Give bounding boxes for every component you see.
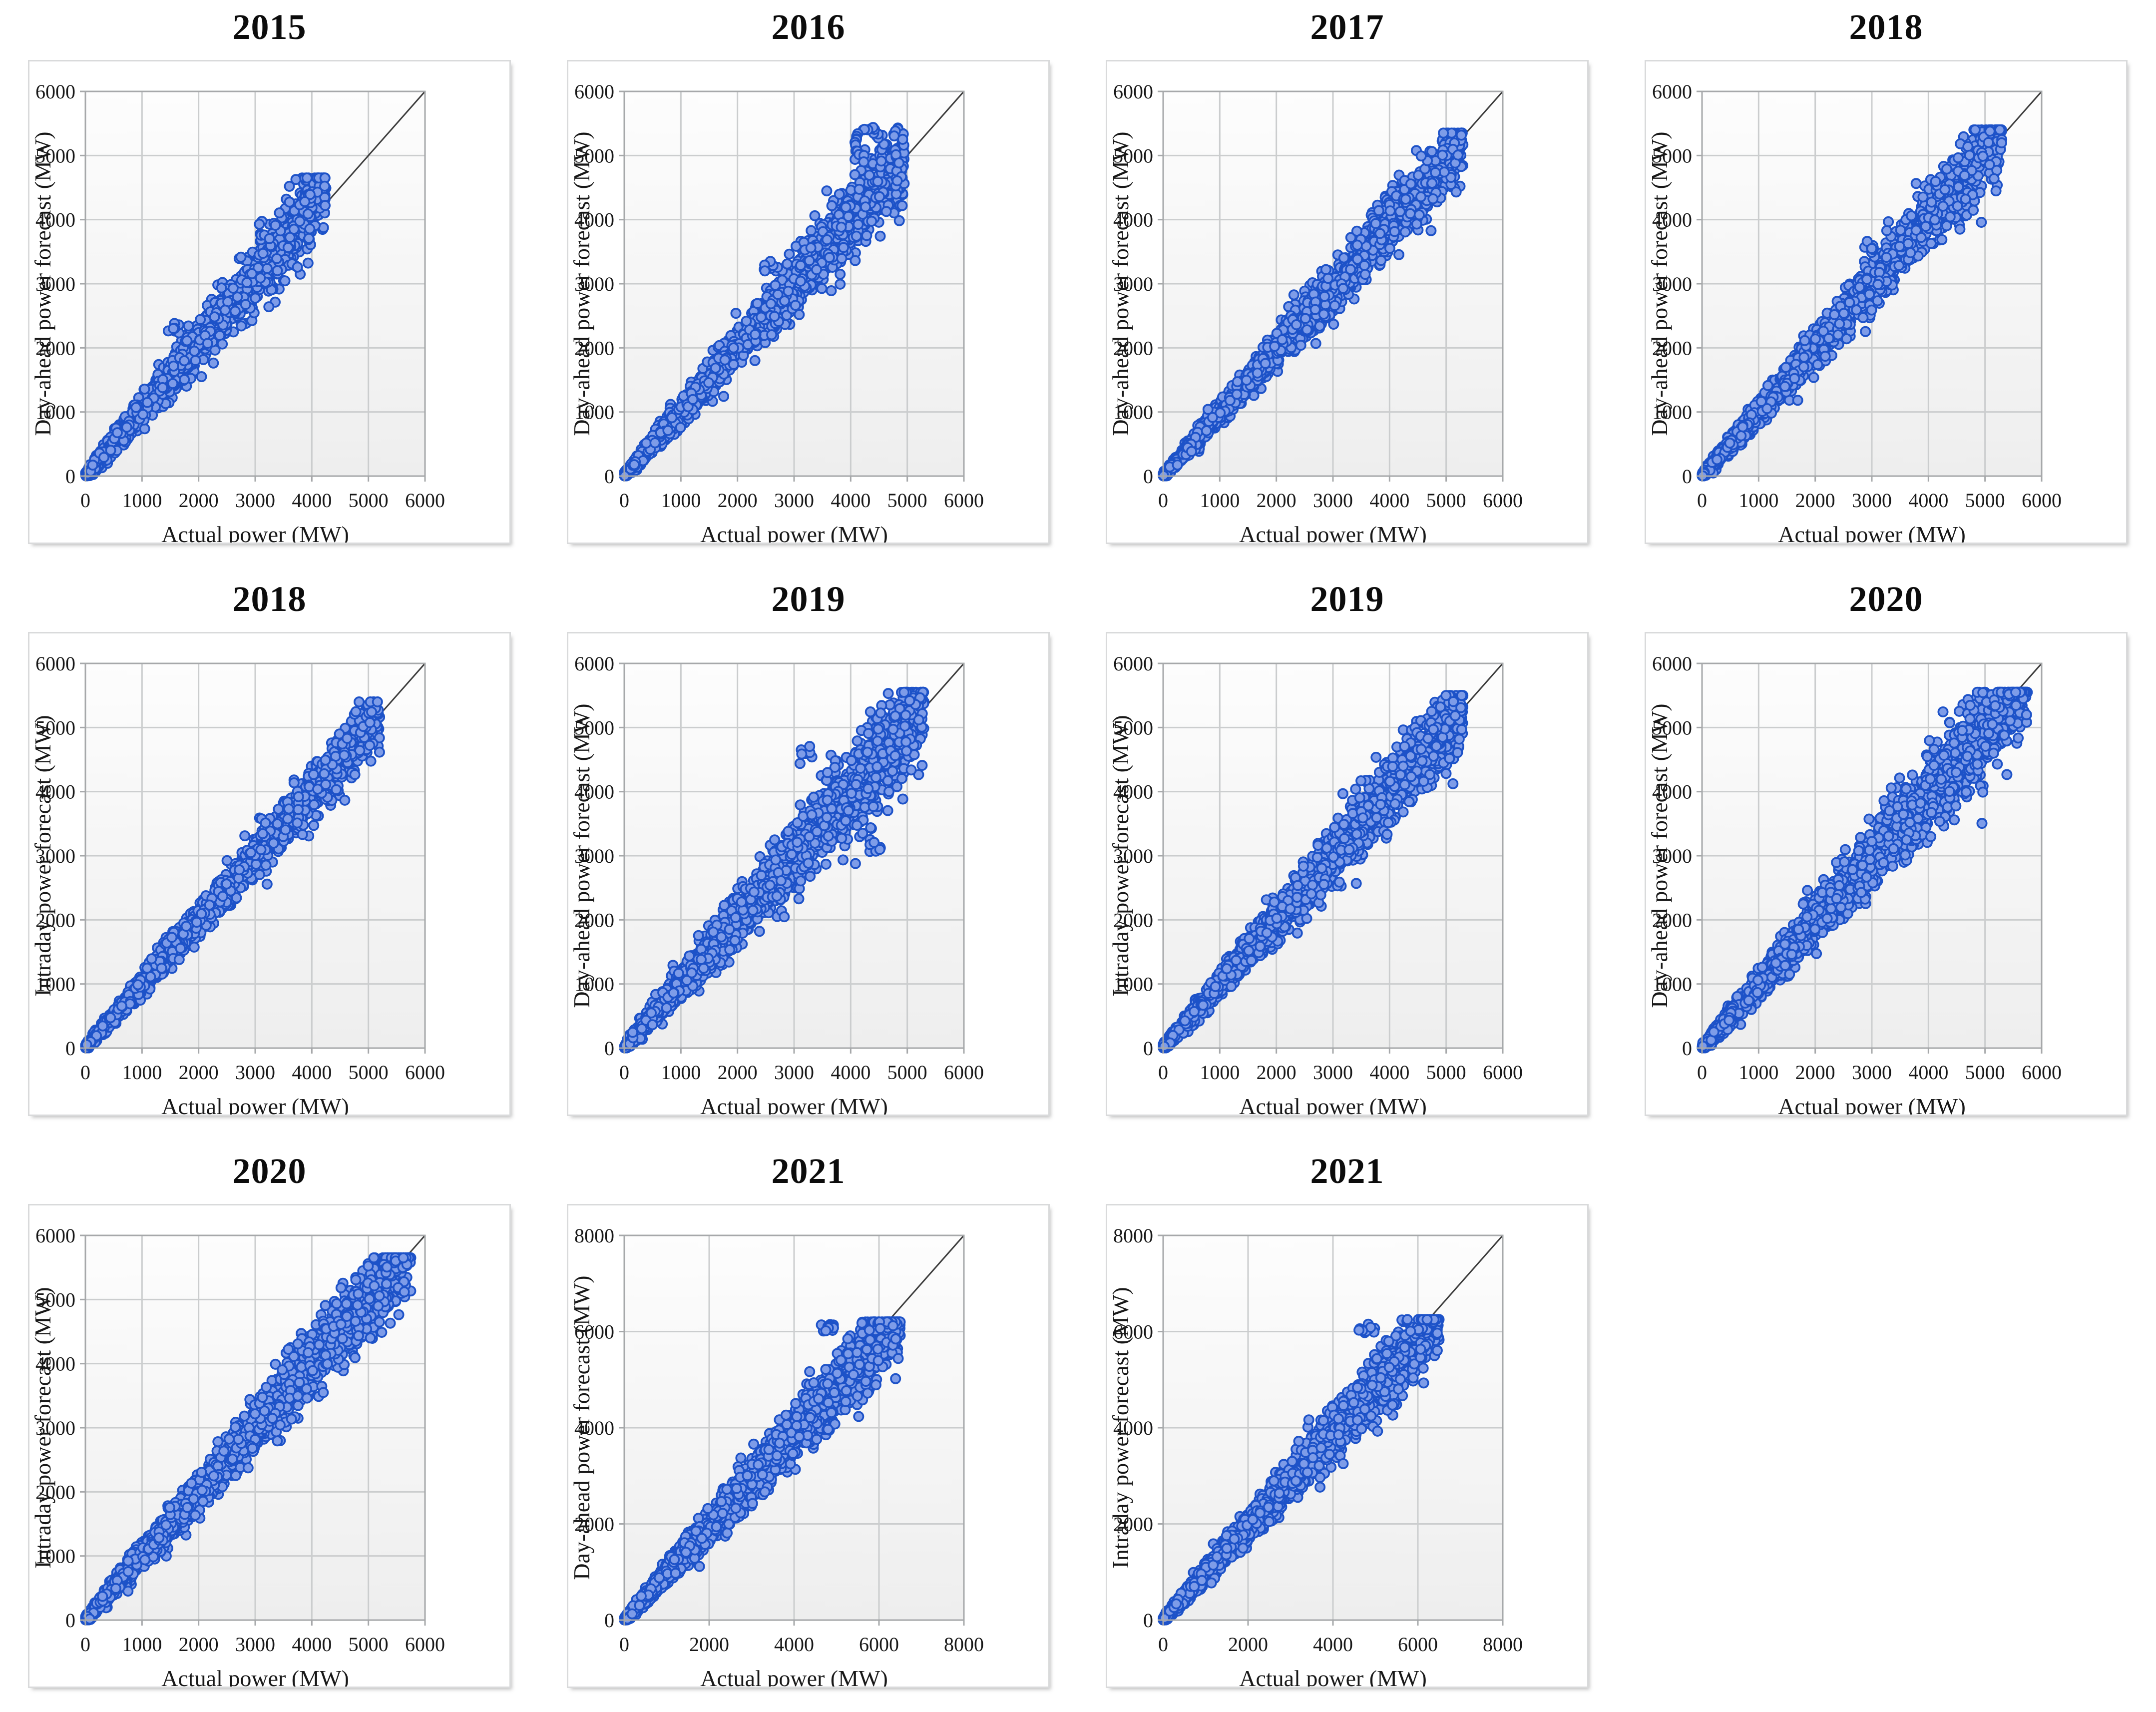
svg-text:5000: 5000 [349, 489, 389, 512]
svg-text:Day-ahead power forecast (MW): Day-ahead power forecast (MW) [30, 131, 55, 436]
scatter-panel-card: 0 0 1000 1000 2000 2000 3000 3000 4000 4000 5000 50… [1106, 60, 1589, 544]
svg-text:3000: 3000 [774, 489, 814, 512]
svg-text:2000: 2000 [574, 337, 614, 359]
scatter-panel-card: 0 0 1000 1000 2000 2000 3000 3000 4000 4000 5000 50… [28, 632, 511, 1116]
svg-text:1000: 1000 [35, 401, 75, 424]
svg-text:3000: 3000 [574, 273, 614, 295]
panel-year-title: 2021 [1106, 1151, 1588, 1191]
empty-cell [1617, 1116, 2156, 1688]
panel-year-title: 2018 [1645, 7, 2127, 47]
scatter-panel-card: 0 0 1000 1000 2000 2000 3000 3000 4000 4000 5000 50… [567, 632, 1050, 1116]
svg-text:4000: 4000 [292, 489, 332, 512]
svg-text:6000: 6000 [405, 489, 445, 512]
scatter-chart: 0010001000200020003000300040004000500050… [1647, 652, 2062, 1115]
scatter-chart: 0010001000200020003000300040004000500050… [30, 652, 445, 1115]
svg-text:4000: 4000 [35, 209, 75, 231]
svg-text:Actual power (MW): Actual power (MW) [700, 522, 888, 543]
empty-placeholder [1646, 1116, 2126, 1597]
scatter-panel-card: 0 0 1000 1000 2000 2000 3000 3000 4000 4000 5000 50… [28, 60, 511, 544]
chart-cell-2015-day-ahead: 2015 0 0 1000 1000 2000 2000 3000 3000 4000 4000 5… [0, 0, 539, 544]
scatter-panel-card: 0 0 1000 1000 2000 2000 3000 3000 4000 4000 5000 50… [1645, 632, 2128, 1116]
figure-row-2: 2018 0 0 1000 1000 2000 2000 3000 3000 4000 4000 5… [0, 544, 2156, 1116]
scatter-chart: 0010001000200020003000300040004000500050… [569, 652, 984, 1115]
panel-year-title: 2017 [1106, 7, 1588, 47]
chart-cell-2017-day-ahead: 2017 0 0 1000 1000 2000 2000 3000 3000 4000 4000 5… [1078, 0, 1617, 544]
svg-text:2000: 2000 [718, 489, 758, 512]
panel-year-title: 2018 [28, 579, 510, 619]
svg-text:2000: 2000 [35, 337, 75, 359]
scatter-chart: 0010001000200020003000300040004000500050… [1647, 80, 2062, 543]
figure-row-3: 2020 0 0 1000 1000 2000 2000 3000 3000 4000 4000 5… [0, 1116, 2156, 1688]
chart-cell-2018-intraday: 2018 0 0 1000 1000 2000 2000 3000 3000 4000 4000 5… [0, 544, 539, 1116]
svg-text:3000: 3000 [235, 489, 275, 512]
panel-year-title: 2019 [567, 579, 1049, 619]
panel-year-title: 2020 [28, 1151, 510, 1191]
chart-cell-2021-day-ahead: 2021 0 0 2000 2000 4000 4000 6000 6000 8000 8000 A… [539, 1116, 1078, 1688]
scatter-chart: 0010001000200020003000300040004000500050… [30, 1224, 445, 1687]
scatter-panel-card: 0 0 2000 2000 4000 4000 6000 6000 8000 8000 Actual… [567, 1204, 1050, 1688]
svg-text:1000: 1000 [122, 489, 162, 512]
panel-year-title: 2020 [1645, 579, 2127, 619]
svg-text:3000: 3000 [35, 273, 75, 295]
scatter-chart: 0010001000200020003000300040004000500050… [1108, 652, 1523, 1115]
chart-cell-2019-day-ahead: 2019 0 0 1000 1000 2000 2000 3000 3000 4000 4000 5… [539, 544, 1078, 1116]
panel-year-title: 2021 [567, 1151, 1049, 1191]
scatter-chart: 0020002000400040006000600080008000Actual… [1108, 1224, 1523, 1687]
svg-text:0: 0 [80, 489, 90, 512]
scatter-chart: 0020002000400040006000600080008000Actual… [569, 1224, 984, 1687]
chart-cell-2019-intraday: 2019 0 0 1000 1000 2000 2000 3000 3000 4000 4000 5… [1078, 544, 1617, 1116]
chart-cell-2020-intraday: 2020 0 0 1000 1000 2000 2000 3000 3000 4000 4000 5… [0, 1116, 539, 1688]
scatter-panel-card: 0 0 1000 1000 2000 2000 3000 3000 4000 4000 5000 50… [1106, 632, 1589, 1116]
svg-text:Actual power (MW): Actual power (MW) [161, 522, 349, 543]
scatter-chart: 00 1000 1000 2000 2000 3000 3000 4000 4000 5000 50… [30, 80, 445, 543]
chart-cell-2021-intraday: 2021 0 0 2000 2000 4000 4000 6000 6000 8000 8000 A… [1078, 1116, 1617, 1688]
chart-cell-2018-day-ahead: 2018 0 0 1000 1000 2000 2000 3000 3000 4000 4000 5… [1617, 0, 2156, 544]
svg-text:6000: 6000 [574, 80, 614, 103]
scatter-chart: 00 1000 1000 2000 2000 3000 3000 4000 4000 5000 50… [569, 80, 984, 543]
panel-year-title: 2016 [567, 7, 1049, 47]
svg-text:Day-ahead power forecast (MW): Day-ahead power forecast (MW) [569, 131, 594, 436]
svg-text:0: 0 [65, 465, 75, 488]
svg-text:2000: 2000 [179, 489, 219, 512]
chart-cell-2020-day-ahead: 2020 0 0 1000 1000 2000 2000 3000 3000 4000 4000 5… [1617, 544, 2156, 1116]
chart-cell-2016-day-ahead: 2016 0 0 1000 1000 2000 2000 3000 3000 4000 4000 5… [539, 0, 1078, 544]
scatter-panel-card: 0 0 2000 2000 4000 4000 6000 6000 8000 8000 Actual… [1106, 1204, 1589, 1688]
svg-text:5000: 5000 [35, 144, 75, 167]
panel-year-title: 2015 [28, 7, 510, 47]
figure-row-1: 2015 0 0 1000 1000 2000 2000 3000 3000 4000 4000 5… [0, 0, 2156, 544]
scatter-panel-card: 0 0 1000 1000 2000 2000 3000 3000 4000 4000 5000 50… [567, 60, 1050, 544]
panel-year-title: 2019 [1106, 579, 1588, 619]
svg-text:6000: 6000 [35, 80, 75, 103]
svg-text:0: 0 [604, 465, 614, 488]
scatter-chart: 0010001000200020003000300040004000500050… [1108, 80, 1523, 543]
svg-text:1000: 1000 [574, 401, 614, 424]
scatter-panel-card: 0 0 1000 1000 2000 2000 3000 3000 4000 4000 5000 50… [1645, 60, 2128, 544]
scatter-panel-card: 0 0 1000 1000 2000 2000 3000 3000 4000 4000 5000 50… [28, 1204, 511, 1688]
svg-text:0: 0 [619, 489, 629, 512]
svg-text:6000: 6000 [944, 489, 984, 512]
svg-text:1000: 1000 [661, 489, 701, 512]
svg-text:5000: 5000 [887, 489, 927, 512]
svg-text:4000: 4000 [831, 489, 870, 512]
svg-text:5000: 5000 [574, 144, 614, 167]
svg-text:4000: 4000 [574, 209, 614, 231]
